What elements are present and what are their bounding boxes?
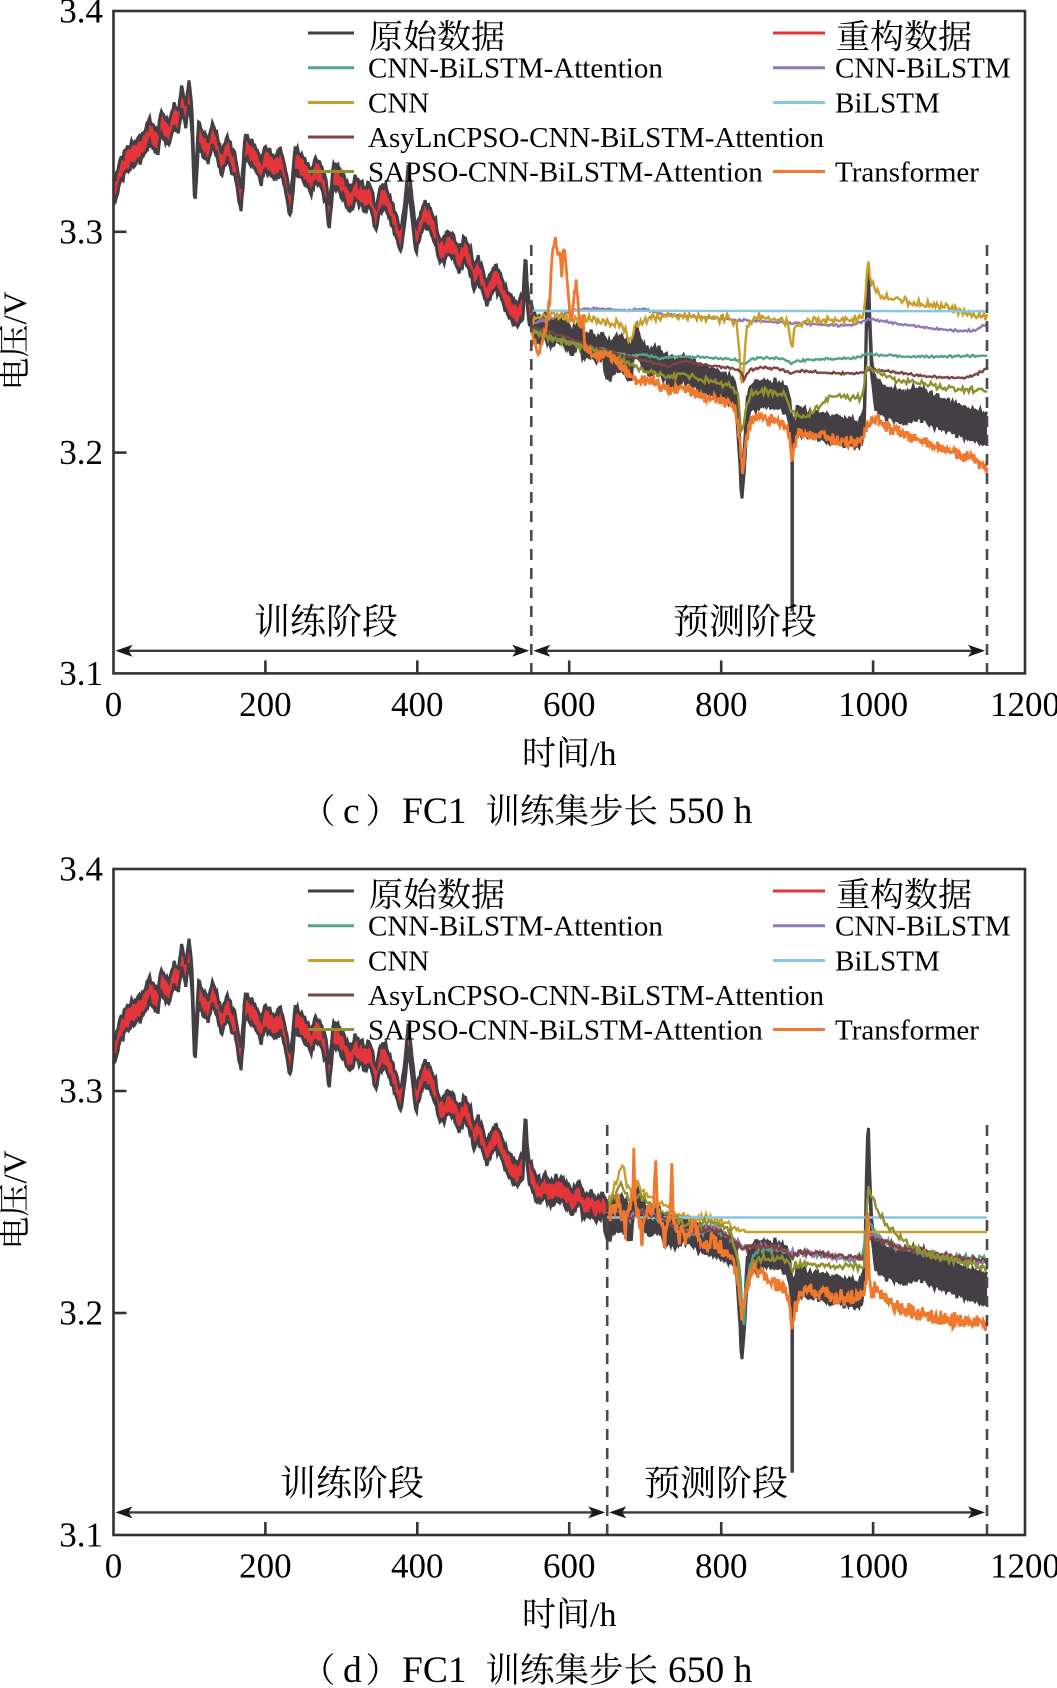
svg-text:CNN-BiLSTM-Attention: CNN-BiLSTM-Attention [368, 53, 663, 85]
svg-text:600: 600 [543, 1547, 596, 1586]
svg-text:0: 0 [105, 1547, 123, 1586]
svg-text:1200: 1200 [990, 1547, 1057, 1586]
svg-text:550 h: 550 h [668, 791, 753, 832]
svg-text:CNN-BiLSTM-Attention: CNN-BiLSTM-Attention [368, 911, 663, 943]
svg-text:1200: 1200 [990, 685, 1057, 724]
svg-text:BiLSTM: BiLSTM [835, 945, 940, 977]
svg-text:SAPSO-CNN-BiLSTM-Attention: SAPSO-CNN-BiLSTM-Attention [368, 156, 763, 188]
svg-text:800: 800 [695, 685, 748, 724]
svg-text:200: 200 [239, 1547, 292, 1586]
svg-text:AsyLnCPSO-CNN-BiLSTM-Attention: AsyLnCPSO-CNN-BiLSTM-Attention [368, 122, 824, 154]
svg-text:Transformer: Transformer [835, 1014, 979, 1046]
svg-text:/h: /h [590, 736, 616, 773]
svg-text:400: 400 [391, 1547, 444, 1586]
svg-text:d: d [343, 1650, 362, 1688]
svg-text:650 h: 650 h [668, 1650, 753, 1688]
svg-text:CNN: CNN [368, 945, 429, 977]
svg-text:CNN: CNN [368, 87, 429, 119]
svg-text:CNN-BiLSTM: CNN-BiLSTM [835, 911, 1011, 943]
svg-text:3.3: 3.3 [59, 1072, 103, 1111]
svg-text:BiLSTM: BiLSTM [835, 87, 940, 119]
svg-text:c: c [343, 791, 360, 832]
svg-text:Transformer: Transformer [835, 156, 979, 188]
svg-text:3.2: 3.2 [59, 1294, 103, 1333]
svg-text:3.1: 3.1 [59, 654, 103, 693]
svg-text:3.3: 3.3 [59, 212, 103, 251]
svg-text:FC1: FC1 [402, 791, 467, 832]
svg-text:0: 0 [105, 685, 123, 724]
svg-text:/V: /V [0, 291, 34, 324]
svg-text:AsyLnCPSO-CNN-BiLSTM-Attention: AsyLnCPSO-CNN-BiLSTM-Attention [368, 980, 824, 1012]
svg-text:3.1: 3.1 [59, 1516, 103, 1555]
svg-text:1000: 1000 [838, 685, 908, 724]
svg-text:1000: 1000 [838, 1547, 908, 1586]
svg-text:800: 800 [695, 1547, 748, 1586]
svg-text:FC1: FC1 [402, 1650, 467, 1688]
svg-text:200: 200 [239, 685, 292, 724]
svg-text:CNN-BiLSTM: CNN-BiLSTM [835, 53, 1011, 85]
svg-text:3.4: 3.4 [59, 0, 103, 31]
svg-text:3.2: 3.2 [59, 433, 103, 472]
svg-text:/h: /h [590, 1597, 616, 1634]
svg-text:400: 400 [391, 685, 444, 724]
svg-text:600: 600 [543, 685, 596, 724]
svg-text:SAPSO-CNN-BiLSTM-Attention: SAPSO-CNN-BiLSTM-Attention [368, 1014, 763, 1046]
svg-text:/V: /V [0, 1150, 34, 1183]
svg-text:3.4: 3.4 [59, 850, 103, 889]
